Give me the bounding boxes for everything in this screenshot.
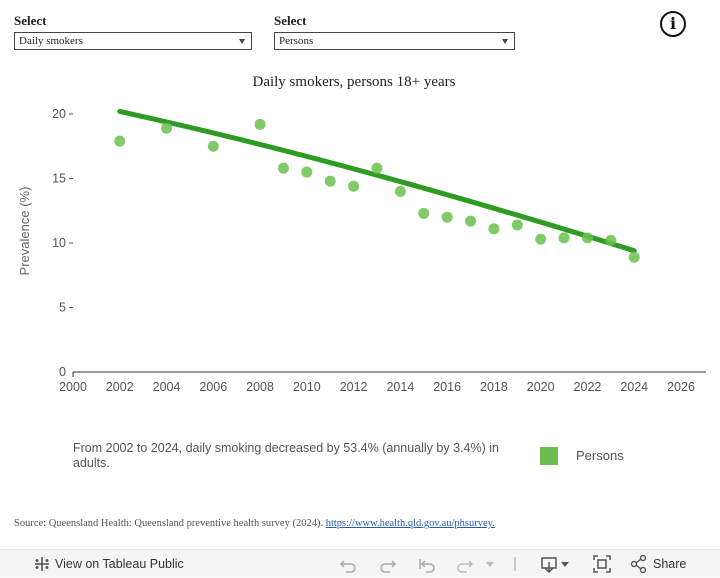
- chevron-down-icon: [502, 39, 508, 44]
- population-select[interactable]: Persons: [274, 32, 515, 50]
- y-tick-label: 10: [52, 236, 66, 250]
- data-point: [441, 211, 453, 223]
- y-tick-label: 0: [59, 365, 66, 379]
- share-button[interactable]: Share: [653, 557, 687, 571]
- data-point: [254, 118, 266, 130]
- measure-select[interactable]: Daily smokers: [14, 32, 252, 50]
- tableau-toolbar: View on Tableau Public: [0, 549, 720, 577]
- data-point: [581, 232, 593, 244]
- filter-measure-label: Select: [14, 13, 47, 28]
- filter-population-label: Select: [274, 13, 307, 28]
- data-point: [348, 180, 360, 192]
- trend-line: [117, 108, 637, 254]
- refresh-icon[interactable]: [455, 550, 475, 578]
- share-icon[interactable]: [630, 550, 648, 578]
- legend-label: Persons: [576, 448, 624, 463]
- x-tick-label: 2004: [153, 380, 181, 394]
- chart-plot: 0 5 10 15 20 2000 2002 2004 2006 2008 2010 2012 2014…: [17, 107, 706, 394]
- revert-icon[interactable]: [417, 550, 437, 578]
- data-point: [301, 166, 313, 178]
- x-tick-label: 2014: [386, 380, 414, 394]
- data-point: [161, 122, 173, 134]
- undo-icon[interactable]: [338, 550, 358, 578]
- x-tick-label: 2000: [59, 380, 87, 394]
- x-tick-label: 2018: [480, 380, 508, 394]
- info-icon[interactable]: i: [660, 11, 686, 37]
- data-point: [605, 234, 617, 246]
- y-axis-label: Prevalence (%): [17, 187, 32, 276]
- filter-population: Select Persons: [274, 13, 515, 50]
- x-tick-label: 2024: [620, 380, 648, 394]
- x-tick-label: 2026: [667, 380, 695, 394]
- summary-text: From 2002 to 2024, daily smoking decreas…: [73, 441, 499, 470]
- data-point: [277, 162, 289, 174]
- data-point: [511, 219, 523, 231]
- y-tick-label: 20: [52, 107, 66, 121]
- x-tick-label: 2016: [433, 380, 461, 394]
- data-point: [324, 175, 336, 187]
- x-tick-label: 2006: [199, 380, 227, 394]
- source-link[interactable]: https://www.health.qld.gov.au/phsurvey.: [325, 518, 495, 529]
- x-tick-label: 2002: [106, 380, 134, 394]
- dropdown-icon[interactable]: [484, 550, 496, 578]
- x-tick-label: 2020: [527, 380, 555, 394]
- measure-select-value: Daily smokers: [19, 35, 83, 47]
- x-tick-label: 2010: [293, 380, 321, 394]
- y-tick-label: 5: [59, 301, 66, 315]
- redo-icon[interactable]: [378, 550, 398, 578]
- source-text: Source: Queensland Health: Queensland pr…: [14, 518, 324, 529]
- source-note: Source: Queensland Health: Queensland pr…: [14, 518, 495, 529]
- fullscreen-icon[interactable]: [592, 550, 612, 578]
- data-point: [535, 233, 547, 245]
- data-point: [465, 215, 477, 227]
- data-point: [114, 135, 126, 147]
- data-point: [418, 207, 430, 219]
- toolbar-divider: [514, 550, 516, 578]
- download-icon[interactable]: [540, 550, 572, 578]
- data-point: [488, 223, 500, 235]
- tableau-logo-icon[interactable]: [33, 550, 51, 578]
- chart-title: Daily smokers, persons 18+ years: [252, 74, 456, 90]
- data-point: [207, 140, 219, 152]
- y-tick-label: 15: [52, 172, 66, 186]
- view-on-tableau-button[interactable]: View on Tableau Public: [55, 557, 184, 571]
- population-select-value: Persons: [279, 35, 314, 47]
- data-point: [371, 162, 383, 174]
- data-point: [558, 232, 570, 244]
- x-tick-label: 2012: [340, 380, 368, 394]
- data-point: [628, 251, 640, 263]
- chevron-down-icon: [239, 39, 245, 44]
- filter-measure: Select Daily smokers: [14, 13, 252, 50]
- legend-swatch: [540, 447, 558, 465]
- x-tick-label: 2022: [574, 380, 602, 394]
- data-point: [394, 185, 406, 197]
- x-tick-label: 2008: [246, 380, 274, 394]
